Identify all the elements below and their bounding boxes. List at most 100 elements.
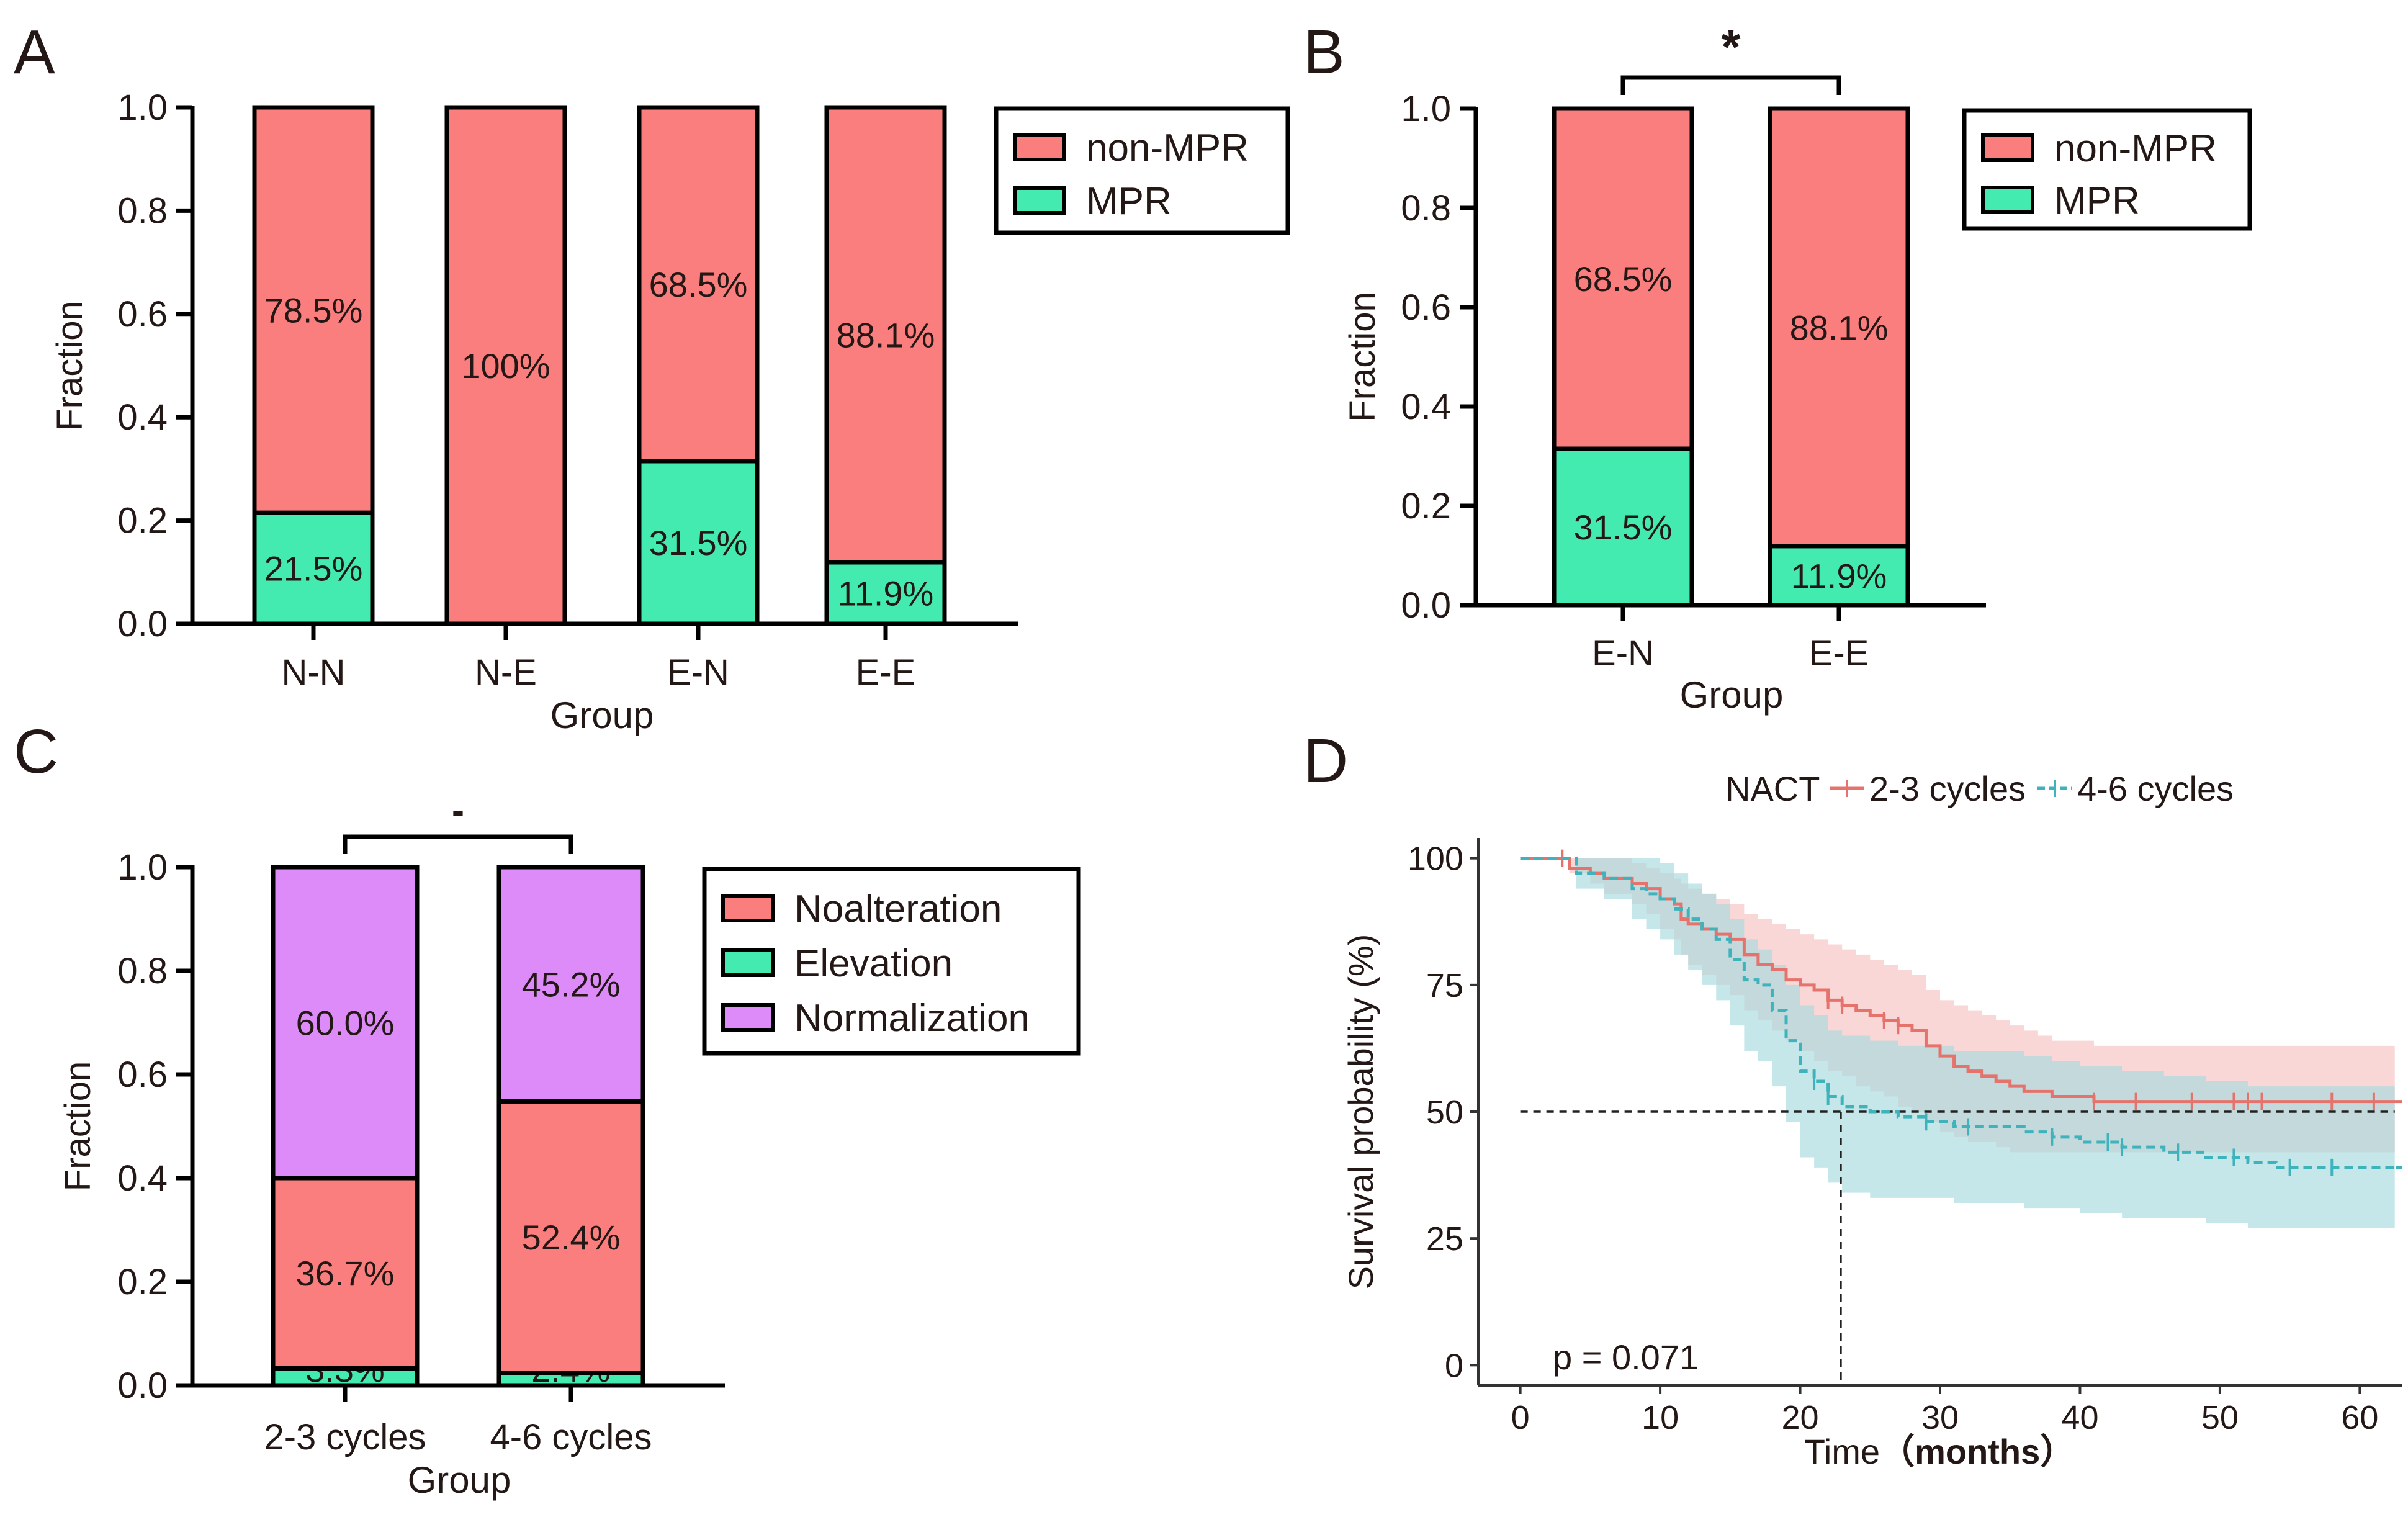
legend-swatch-mpr: [1013, 186, 1066, 215]
x-tick-label: 50: [2201, 1399, 2239, 1436]
x-tick-label: 2-3 cycles: [264, 1417, 426, 1457]
y-tick-label: 0.0: [1401, 585, 1451, 626]
y-tick-label: 0.8: [117, 191, 168, 231]
legend-label-non-mpr: non-MPR: [2054, 127, 2217, 170]
x-tick-label: N-N: [281, 652, 345, 693]
bar-non-mpr-e-n: [637, 105, 760, 464]
data-label-non-mpr-e-e: 88.1%: [837, 315, 935, 354]
data-label-non-mpr-e-n: 68.5%: [1574, 259, 1673, 299]
y-axis-title: Fraction: [50, 300, 90, 431]
y-tick-label: 0.6: [1401, 287, 1451, 328]
legend-label-normalization: Normalization: [794, 997, 1030, 1040]
y-tick-label: 0.2: [117, 501, 168, 541]
x-tick-label: E-N: [1592, 633, 1654, 673]
significance-marker: *: [1721, 19, 1741, 74]
x-tick-label: 40: [2061, 1399, 2098, 1436]
y-tick-label: 0: [1445, 1347, 1463, 1384]
bar-mpr-n-n: [252, 510, 375, 626]
panel-c-chart: 0.00.20.40.60.81.0Fraction3.3%36.7%60.0%…: [58, 790, 1081, 1501]
bar-non-mpr-e-e: [1768, 106, 1910, 549]
y-tick-label: 0.0: [117, 604, 168, 644]
bar-non-mpr-n-n: [252, 105, 375, 515]
x-axis-title: Group: [408, 1459, 511, 1501]
significance-bracket: [343, 834, 573, 854]
data-label-noalteration-4-6-cycles: 52.4%: [522, 1218, 621, 1257]
data-label-non-mpr-n-e: 100%: [461, 346, 550, 385]
significance-bracket: [1620, 75, 1841, 95]
panel-letter-b: B: [1303, 17, 1345, 87]
y-tick-label: 0.0: [117, 1366, 168, 1406]
legend-swatch-elevation: [721, 948, 775, 977]
significance-marker: -: [452, 790, 464, 831]
legend-label-mpr: MPR: [1086, 180, 1172, 223]
x-tick-label: 30: [1921, 1399, 1959, 1436]
bar-noalteration-4-6-cycles: [496, 1099, 645, 1375]
bar-noalteration-2-3-cycles: [271, 1176, 420, 1371]
survival-curve-4-6-cycles: [1520, 857, 2402, 1169]
y-tick-label: 0.6: [117, 294, 168, 335]
bar-non-mpr-e-n: [1552, 106, 1694, 451]
panel-letter-c: C: [14, 717, 58, 786]
panel-a-chart: 0.0 0.2 0.4 0.6 0.8 1.0 Fraction 21.5% 78.5% N-N 1…: [50, 88, 1290, 736]
data-label-mpr-e-e: 11.9%: [838, 574, 934, 613]
x-axis-title: Group: [1680, 674, 1784, 716]
y-axis-title: Fraction: [1342, 292, 1383, 422]
panel-b-chart: 0.0 0.2 0.4 0.6 0.8 1.0 Fraction 31.5% 68.5% E-N 1…: [1342, 19, 2252, 716]
x-tick-label: E-E: [1809, 633, 1869, 673]
y-tick-label: 100: [1408, 840, 1463, 878]
x-tick-label: E-E: [856, 652, 916, 693]
x-axis-title-main: Time: [1804, 1432, 1880, 1471]
y-tick-label: 0.8: [1401, 188, 1451, 228]
legend-label-2-3-cycles: 2-3 cycles: [1869, 769, 2026, 808]
data-label-non-mpr-e-n: 68.5%: [649, 265, 748, 304]
x-axis-title: Group: [550, 695, 654, 736]
panel-letter-a: A: [14, 17, 55, 87]
y-tick-label: 0.2: [117, 1262, 168, 1302]
panel-d-chart: 0 25 50 75 100 0 10 20 30 40 50 60 Survival probabil…: [1341, 769, 2402, 1471]
y-tick-label: 75: [1426, 967, 1463, 1004]
y-tick-label: 0.2: [1401, 486, 1451, 526]
legend-swatch-non-mpr: [1981, 133, 2034, 162]
confidence-band-4-6-cycles: [1520, 858, 2402, 1228]
y-tick-label: 0.4: [117, 397, 168, 438]
legend-swatch-noalteration: [721, 894, 775, 922]
legend-label-noalteration: Noalteration: [794, 888, 1002, 930]
bar-mpr-e-n: [637, 459, 760, 626]
x-tick-label: 4-6 cycles: [490, 1417, 652, 1457]
panel-letter-d: D: [1303, 726, 1348, 796]
y-tick-label: 0.4: [1401, 387, 1451, 427]
y-tick-label: 1.0: [1401, 89, 1451, 129]
data-label-mpr-e-n: 31.5%: [649, 523, 748, 562]
legend-swatch-mpr: [1981, 186, 2034, 214]
y-tick-label: 0.6: [117, 1055, 168, 1095]
data-label-non-mpr-e-e: 88.1%: [1790, 308, 1889, 347]
x-tick-label: 20: [1782, 1399, 1819, 1436]
legend-label-elevation: Elevation: [794, 942, 953, 985]
data-label-non-mpr-n-n: 78.5%: [264, 291, 363, 330]
x-axis-title: Time（months）: [1804, 1432, 2075, 1471]
x-axis-title-unit: （months）: [1880, 1432, 2075, 1471]
data-label-noalteration-2-3-cycles: 36.7%: [296, 1254, 395, 1293]
legend-title: NACT: [1725, 769, 1820, 808]
y-tick-label: 1.0: [117, 88, 168, 128]
data-label-mpr-e-n: 31.5%: [1574, 508, 1673, 547]
x-tick-label: 10: [1642, 1399, 1679, 1436]
x-tick-label: N-E: [475, 652, 537, 693]
legend-label-4-6-cycles: 4-6 cycles: [2077, 769, 2234, 808]
y-tick-label: 0.8: [117, 951, 168, 991]
data-label-mpr-n-n: 21.5%: [264, 549, 363, 588]
y-axis-title: Fraction: [58, 1061, 98, 1192]
y-axis-title: Survival probability (%): [1341, 934, 1380, 1290]
legend-swatch-non-mpr: [1013, 133, 1066, 161]
bar-mpr-e-n: [1552, 446, 1694, 608]
bar-non-mpr-e-e: [824, 105, 947, 565]
y-tick-label: 1.0: [117, 847, 168, 888]
y-tick-label: 50: [1426, 1094, 1463, 1131]
y-tick-label: 0.4: [117, 1158, 168, 1199]
legend-label-mpr: MPR: [2054, 179, 2140, 222]
bar-normalization-2-3-cycles: [271, 865, 420, 1181]
legend-swatch-normalization: [721, 1003, 775, 1032]
data-label-normalization-2-3-cycles: 60.0%: [296, 1004, 395, 1043]
legend-label-non-mpr: non-MPR: [1086, 127, 1249, 169]
